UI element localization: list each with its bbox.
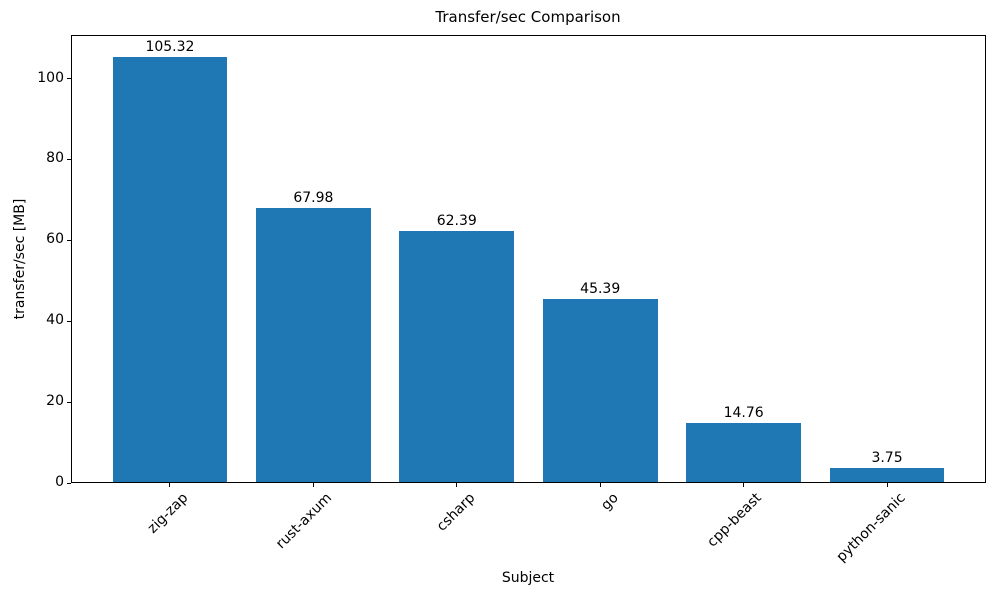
bar-value-label: 45.39: [580, 281, 621, 298]
bar: [542, 299, 658, 483]
y-tick-label: 100: [37, 69, 64, 86]
bar-value-label: 105.32: [145, 39, 195, 55]
x-tick-mark: [599, 483, 601, 487]
x-tick-label: python-sanic: [833, 490, 909, 566]
y-tick-label: 60: [46, 231, 64, 248]
y-tick-mark: [67, 158, 71, 160]
chart-title: Transfer/sec Comparison: [435, 8, 621, 26]
bar: [399, 230, 515, 483]
x-tick-mark: [169, 483, 171, 487]
y-tick-mark: [67, 401, 71, 403]
y-tick-mark: [67, 78, 71, 80]
x-tick-mark: [743, 483, 745, 487]
bar-value-label: 62.39: [436, 212, 477, 229]
x-tick-mark: [886, 483, 888, 487]
x-tick-label: go: [597, 490, 622, 514]
y-tick-label: 0: [55, 474, 64, 490]
bar: [829, 467, 945, 483]
x-tick-label: cpp-beast: [704, 490, 765, 551]
y-tick-mark: [67, 239, 71, 241]
x-tick-label: csharp: [433, 490, 479, 535]
bar-value-label: 3.75: [871, 449, 903, 466]
x-tick-label: rust-axum: [272, 490, 335, 553]
x-tick-mark: [312, 483, 314, 487]
y-tick-mark: [67, 482, 71, 484]
y-tick-label: 20: [46, 393, 64, 410]
bar-value-label: 67.98: [293, 190, 334, 207]
bar: [686, 423, 801, 483]
x-tick-label: zig-zap: [144, 490, 192, 537]
y-tick-label: 40: [46, 312, 64, 329]
bar: [112, 57, 228, 483]
y-tick-label: 80: [46, 150, 64, 167]
bar: [256, 208, 371, 483]
y-tick-mark: [67, 320, 71, 322]
y-axis-label: transfer/sec [MB]: [12, 198, 28, 320]
x-axis-label: Subject: [501, 570, 555, 586]
x-tick-mark: [456, 483, 458, 487]
bar-value-label: 14.76: [723, 405, 764, 422]
